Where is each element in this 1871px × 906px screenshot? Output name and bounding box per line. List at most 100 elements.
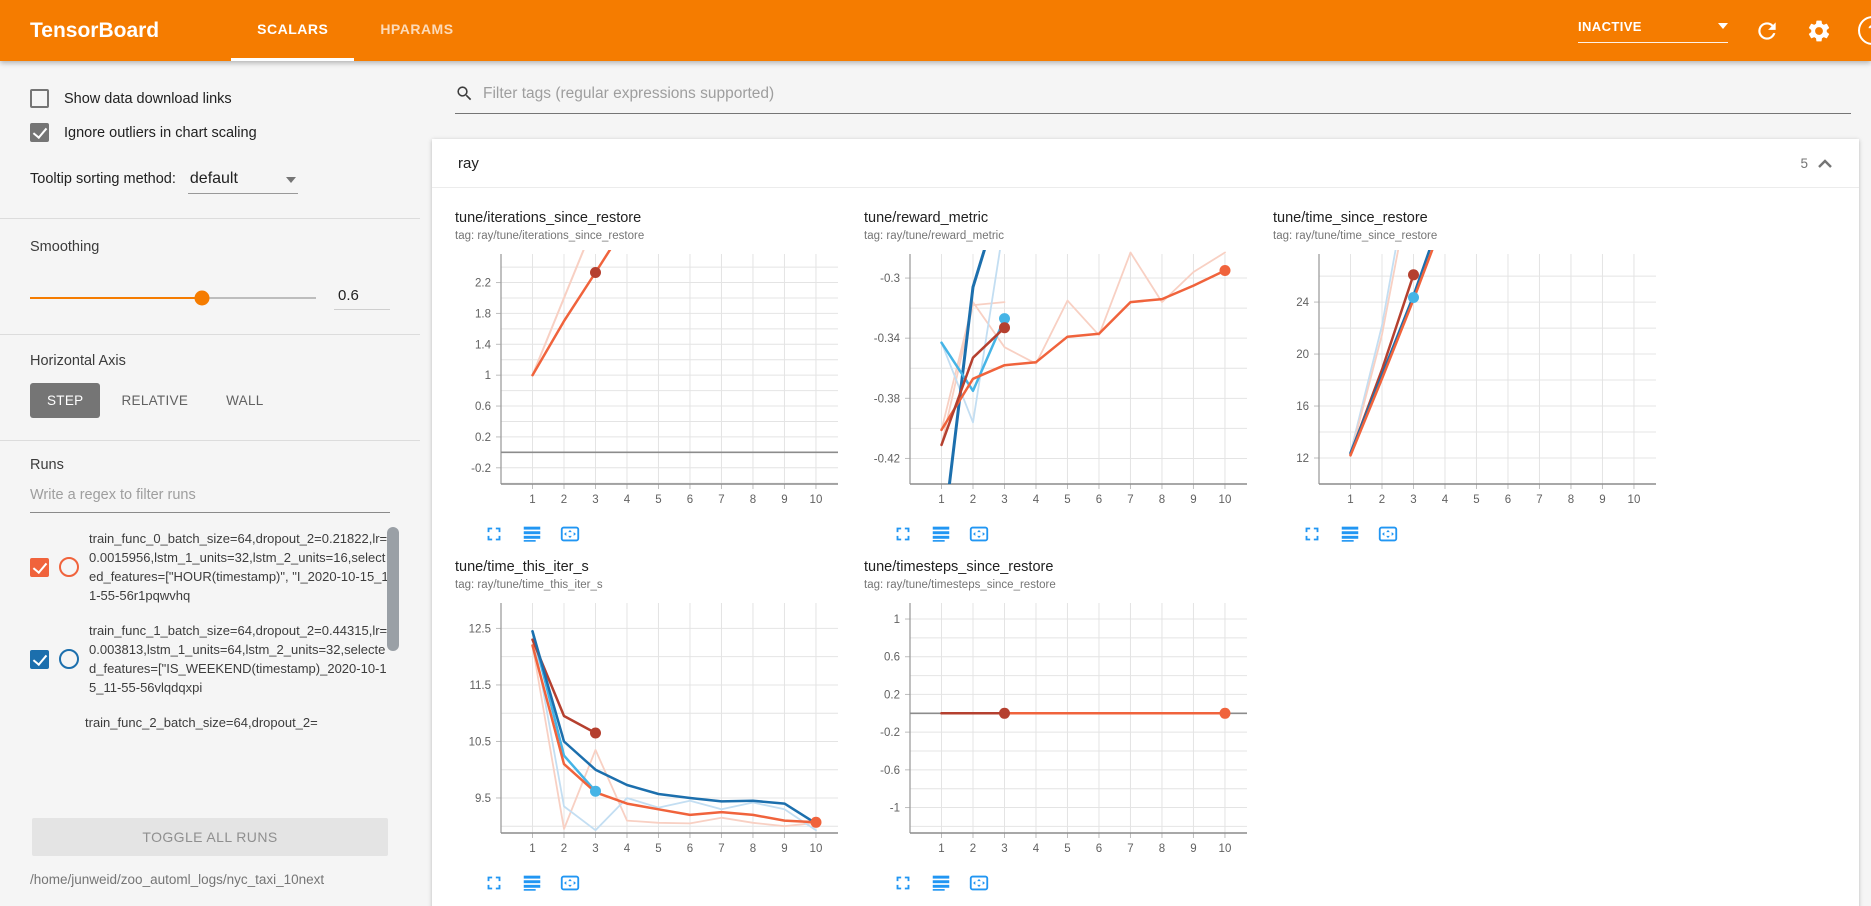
run-name[interactable]: train_func_0_batch_size=64,dropout_2=0.2… [89, 531, 389, 603]
svg-text:4: 4 [1033, 494, 1040, 506]
svg-text:7: 7 [718, 843, 724, 855]
run-checkbox[interactable] [30, 557, 49, 577]
dropdown-caret-icon [1718, 22, 1728, 29]
svg-text:4: 4 [1442, 494, 1449, 506]
svg-text:6: 6 [687, 843, 693, 855]
ignore-outliers-row: Ignore outliers in chart scaling [30, 123, 390, 142]
run-row: train_func_2_batch_size=64,dropout_2= [30, 713, 390, 732]
runs-list: train_func_0_batch_size=64,dropout_2=0.2… [0, 517, 420, 816]
svg-text:2: 2 [970, 494, 976, 506]
tooltip-sorting-select[interactable]: default [187, 170, 298, 194]
chevron-up-icon[interactable] [1817, 158, 1833, 168]
chart-toolbar [482, 872, 864, 896]
ignore-outliers-checkbox[interactable] [30, 123, 49, 142]
svg-text:1: 1 [894, 614, 900, 626]
run-checkbox[interactable] [30, 649, 49, 669]
svg-text:2.2: 2.2 [475, 278, 491, 290]
tooltip-sorting-row: Tooltip sorting method: default [30, 170, 390, 194]
chart-plot[interactable]: -0.2 0.2 0.6 1 1.4 1.8 2.2 1 2 3 4 5 6 7 8 9 10 [455, 250, 864, 521]
runs-label: Runs [30, 457, 64, 473]
header-actions: INACTIVE ? [1578, 16, 1871, 45]
settings-gear-icon[interactable] [1806, 18, 1832, 44]
chart-plot[interactable]: -0.42 -0.38 -0.34 -0.3 1 2 3 4 5 6 7 8 9 10 [864, 250, 1273, 521]
help-icon[interactable]: ? [1858, 16, 1871, 45]
run-color-swatch[interactable] [59, 557, 79, 577]
axis-relative-button[interactable]: RELATIVE [104, 383, 205, 418]
svg-text:9: 9 [781, 494, 787, 506]
toggle-y-axis-icon[interactable] [1338, 523, 1362, 547]
svg-text:4: 4 [1033, 843, 1040, 855]
run-color-swatch[interactable] [59, 649, 79, 669]
chart-tile: tune/timesteps_since_restore tag: ray/tu… [864, 559, 1273, 896]
svg-text:5: 5 [1064, 843, 1070, 855]
svg-text:5: 5 [655, 494, 661, 506]
runs-filter-input[interactable]: Write a regex to filter runs [30, 487, 390, 513]
svg-text:2: 2 [561, 843, 567, 855]
svg-text:12.5: 12.5 [469, 623, 491, 635]
chart-tag: tag: ray/tune/time_since_restore [1273, 230, 1438, 242]
svg-text:0.6: 0.6 [475, 401, 491, 413]
divider [0, 218, 420, 219]
svg-text:1: 1 [938, 494, 944, 506]
refresh-icon[interactable] [1754, 18, 1780, 44]
fit-domain-icon[interactable] [558, 872, 582, 896]
expand-chart-icon[interactable] [1300, 523, 1324, 547]
runs-section-header: Runs Write a regex to filter runs [0, 441, 420, 513]
chart-tag: tag: ray/tune/iterations_since_restore [455, 230, 645, 242]
toggle-y-axis-icon[interactable] [929, 872, 953, 896]
tag-filter-input[interactable]: Filter tags (regular expressions support… [483, 84, 775, 102]
axis-step-button[interactable]: STEP [30, 383, 101, 418]
toggle-all-runs-button[interactable]: TOGGLE ALL RUNS [32, 818, 388, 856]
chart-title: tune/reward_metric [864, 210, 989, 226]
fit-domain-icon[interactable] [967, 523, 991, 547]
log-directory-path: /home/junweid/zoo_automl_logs/nyc_taxi_1… [30, 872, 325, 887]
svg-text:3: 3 [1410, 494, 1416, 506]
svg-text:-1: -1 [890, 803, 900, 815]
run-row: train_func_1_batch_size=64,dropout_2=0.4… [30, 621, 390, 697]
svg-text:-0.42: -0.42 [874, 453, 900, 465]
chart-plot[interactable]: 12 16 20 24 1 2 3 4 5 6 7 8 9 10 [1273, 250, 1682, 521]
ray-section-header[interactable]: ray 5 [432, 139, 1859, 188]
svg-text:4: 4 [624, 843, 631, 855]
svg-text:3: 3 [592, 843, 598, 855]
chart-toolbar [891, 523, 1273, 547]
chart-plot[interactable]: -1 -0.6 -0.2 0.2 0.6 1 1 2 3 4 5 6 7 8 9 10 [864, 599, 1273, 870]
svg-text:8: 8 [1568, 494, 1574, 506]
expand-chart-icon[interactable] [482, 872, 506, 896]
fit-domain-icon[interactable] [967, 872, 991, 896]
tab-scalars[interactable]: SCALARS [231, 0, 355, 61]
smoothing-slider-fill [30, 296, 202, 299]
svg-text:10: 10 [1219, 494, 1232, 506]
svg-text:4: 4 [624, 494, 631, 506]
axis-wall-button[interactable]: WALL [209, 383, 280, 418]
svg-text:7: 7 [1127, 494, 1133, 506]
app-title: TensorBoard [30, 18, 160, 42]
svg-text:8: 8 [1159, 843, 1165, 855]
smoothing-value-input[interactable]: 0.6 [334, 285, 390, 310]
smoothing-slider-thumb[interactable] [194, 290, 210, 305]
run-name[interactable]: train_func_1_batch_size=64,dropout_2=0.4… [89, 623, 388, 695]
fit-domain-icon[interactable] [558, 523, 582, 547]
expand-chart-icon[interactable] [891, 872, 915, 896]
svg-text:10: 10 [810, 843, 823, 855]
fit-domain-icon[interactable] [1376, 523, 1400, 547]
tab-hparams[interactable]: HPARAMS [380, 21, 454, 37]
toggle-y-axis-icon[interactable] [520, 523, 544, 547]
svg-text:2: 2 [1379, 494, 1385, 506]
show-download-links-checkbox[interactable] [30, 89, 49, 108]
chart-tag: tag: ray/tune/timesteps_since_restore [864, 579, 1056, 591]
expand-chart-icon[interactable] [482, 523, 506, 547]
tooltip-sorting-label: Tooltip sorting method: [30, 171, 176, 187]
svg-text:5: 5 [1473, 494, 1479, 506]
toggle-y-axis-icon[interactable] [929, 523, 953, 547]
expand-chart-icon[interactable] [891, 523, 915, 547]
runs-scrollbar[interactable] [387, 527, 399, 651]
divider [0, 334, 420, 335]
data-status-dropdown[interactable]: INACTIVE [1578, 19, 1728, 43]
svg-text:1: 1 [938, 843, 944, 855]
charts-grid: tune/iterations_since_restore tag: ray/t… [432, 188, 1859, 906]
smoothing-slider[interactable] [30, 290, 316, 305]
chart-plot[interactable]: 9.5 10.5 11.5 12.5 1 2 3 4 5 6 7 8 9 10 [455, 599, 864, 870]
toggle-y-axis-icon[interactable] [520, 872, 544, 896]
run-name[interactable]: train_func_2_batch_size=64,dropout_2= [85, 715, 318, 730]
